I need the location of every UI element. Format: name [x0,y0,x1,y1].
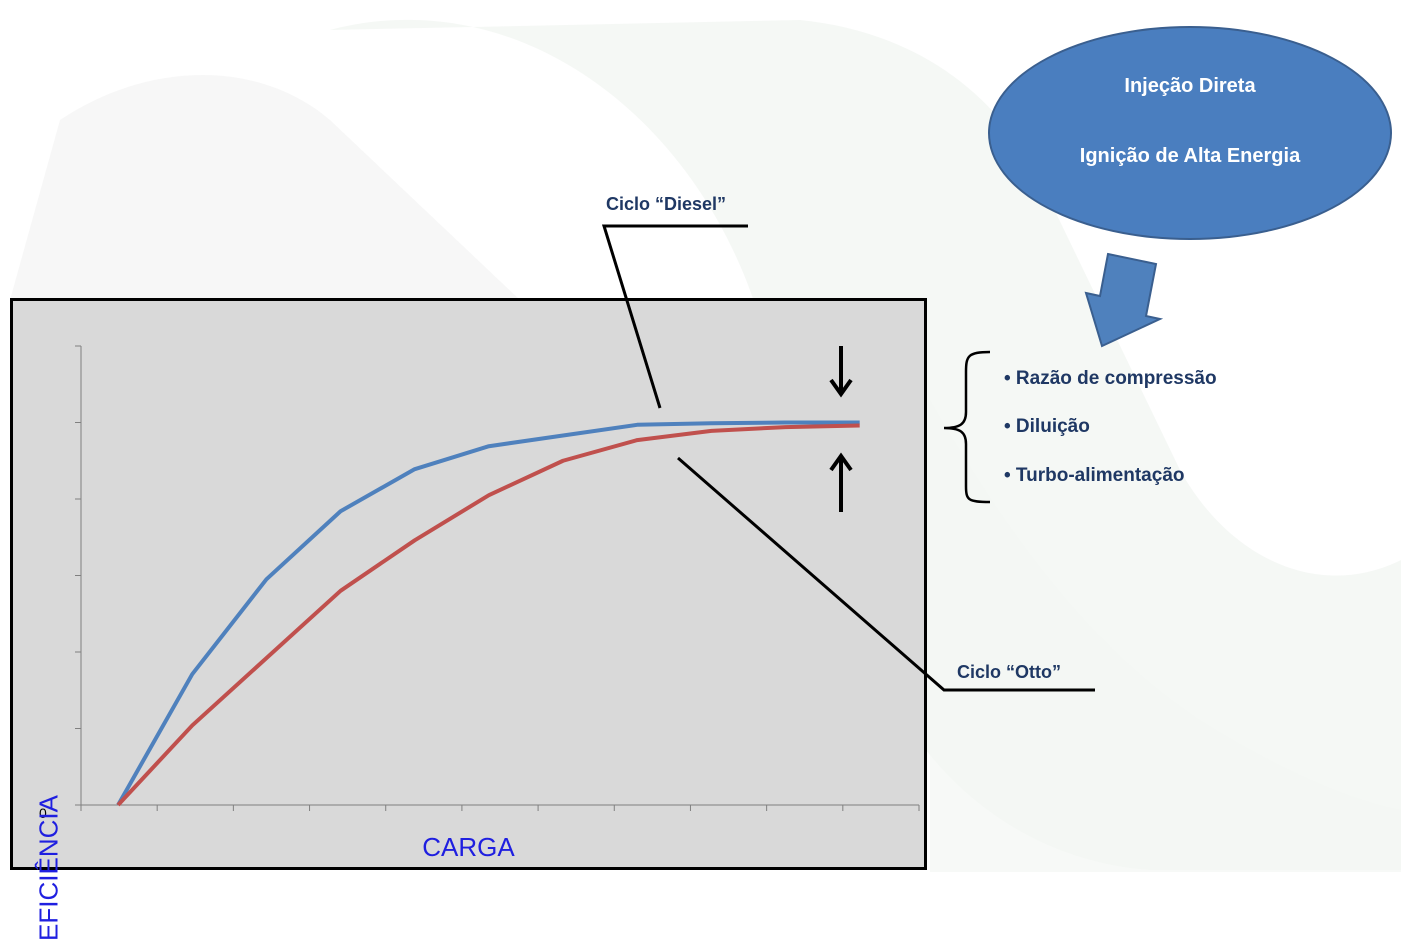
chart-series [116,420,860,807]
up-arrow-icon [829,452,853,512]
factor-item: • Diluição [1004,416,1090,437]
down-arrow-icon [829,346,853,398]
series-line [116,420,860,806]
y-tick-label: 0 [39,805,47,821]
factor-item: • Turbo-alimentação [1004,465,1185,486]
bubble-line-1: Injeção Direta [1124,75,1256,97]
series-line [116,423,860,807]
curly-brace [943,350,991,504]
otto-label: Ciclo “Otto” [957,662,1061,682]
technology-bubble: Injeção Direta Ignição de Alta Energia [988,26,1392,240]
diesel-label: Ciclo “Diesel” [606,194,727,214]
x-axis-label: CARGA [422,832,515,862]
chart-panel: 0 CARGA EFICIÊNCIA [10,298,927,941]
factor-item: • Razão de compressão [1004,368,1217,389]
callouts-layer [601,224,1164,692]
thick-down-arrow-icon [1084,252,1164,348]
bubble-line-2: Ignição de Alta Energia [1079,145,1301,167]
otto-callout-line [677,456,1095,692]
chart-axes [75,345,920,811]
diesel-callout-line [601,224,748,409]
line-chart [75,345,920,811]
